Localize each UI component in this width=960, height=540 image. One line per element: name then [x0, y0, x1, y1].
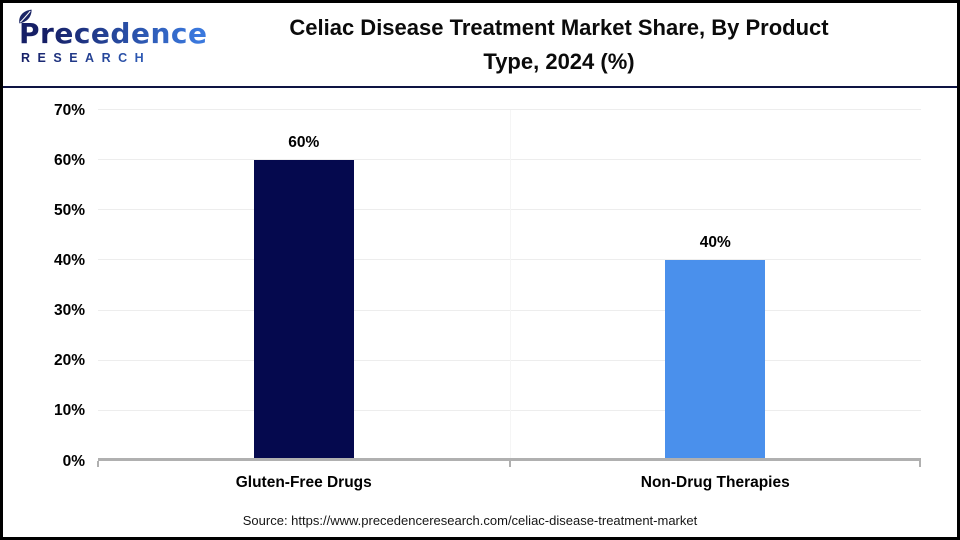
logo-brand-text: Precedence [19, 17, 208, 50]
category-divider-line [509, 110, 511, 461]
leaf-icon [19, 9, 32, 24]
source-text: Source: https://www.precedenceresearch.c… [242, 513, 698, 528]
category-label-non-drug-therapies: Non-Drug Therapies [640, 474, 790, 491]
logo-subtitle-text: RESEARCH [21, 51, 207, 65]
precedence-research-logo: Precedence RESEARCH [19, 9, 208, 65]
plot-area: 60% 40% [97, 109, 921, 467]
y-tick-label-70%: 70% [53, 101, 85, 119]
bar-value-label: 60% [288, 134, 320, 152]
category-label-gluten-free-drugs: Gluten-Free Drugs [235, 474, 372, 491]
chart-title: Celiac Disease Treatment Market Share, B… [173, 11, 945, 79]
header: Precedence RESEARCH Celiac Disease Treat… [3, 3, 957, 88]
axis-tick-0 [97, 461, 99, 467]
y-axis-labels: 0% 10% 20% 30% 40% 50% 60% 70% [3, 102, 85, 468]
y-tick-label-60%: 60% [53, 151, 85, 169]
axis-tick-2 [919, 461, 921, 467]
y-tick-label-40%: 40% [53, 251, 85, 269]
bar-value-label: 40% [699, 234, 731, 252]
logo-brand-row: Precedence [19, 9, 208, 50]
chart-title-line2: Type, 2024 (%) [483, 49, 635, 74]
y-tick-label-10%: 10% [53, 402, 85, 420]
bar-gluten-free-drugs [253, 160, 354, 461]
gridline-70% [98, 109, 921, 110]
y-tick-label-0%: 0% [62, 452, 85, 470]
y-tick-label-50%: 50% [53, 201, 85, 219]
bar-non-drug-therapies [665, 260, 766, 461]
x-axis-line [98, 458, 921, 461]
y-tick-label-20%: 20% [53, 351, 85, 369]
chart-title-line1: Celiac Disease Treatment Market Share, B… [289, 15, 829, 40]
x-axis-labels: Gluten-Free Drugs Non-Drug Therapies [98, 474, 921, 492]
y-tick-label-30%: 30% [53, 301, 85, 319]
axis-tick-1 [508, 461, 511, 467]
